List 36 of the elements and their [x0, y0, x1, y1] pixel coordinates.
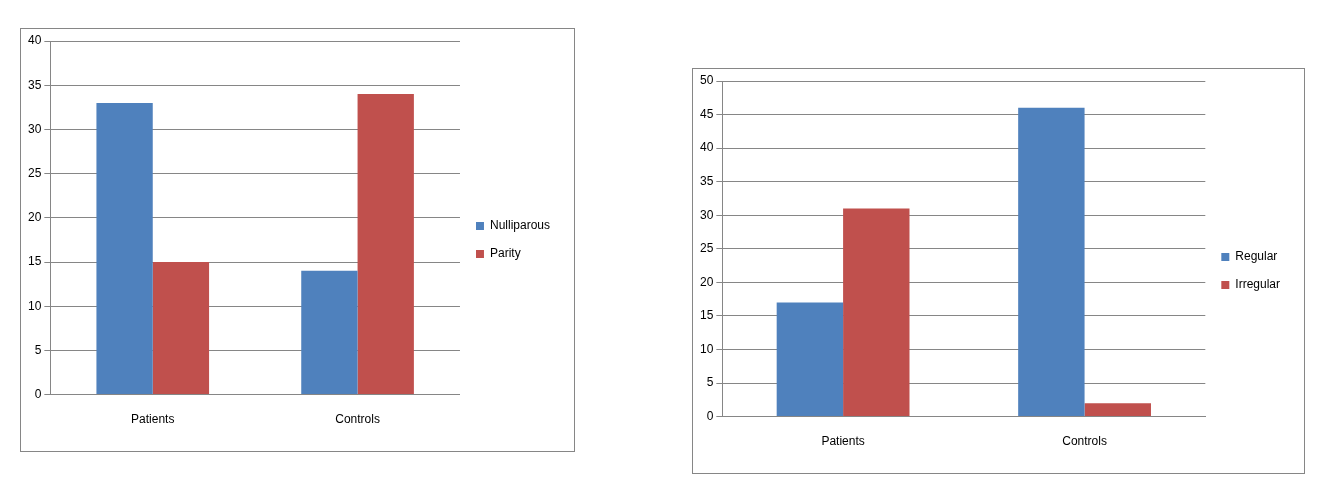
y-tick-label: 30 — [27, 121, 42, 136]
y-tick-label: 10 — [27, 298, 42, 313]
y-tick-label: 5 — [34, 342, 42, 357]
bar — [301, 270, 358, 395]
y-tick-label: 0 — [34, 386, 42, 401]
legend-label: Irregular — [1235, 277, 1280, 292]
y-tick-label: 15 — [699, 308, 714, 323]
y-tick-label: 20 — [699, 274, 714, 289]
y-tick-label: 25 — [27, 165, 42, 180]
y-tick-label: 5 — [706, 375, 714, 390]
bar — [1018, 107, 1085, 417]
bar — [357, 94, 414, 395]
bar — [776, 302, 844, 417]
y-tick-label: 35 — [27, 77, 42, 92]
y-tick-label: 35 — [699, 173, 714, 188]
y-tick-label: 45 — [699, 106, 714, 121]
legend-label: Nulliparous — [489, 218, 550, 233]
x-tick-label: Patients — [821, 434, 865, 449]
bar — [96, 102, 153, 395]
y-tick-label: 40 — [27, 33, 42, 48]
y-tick-label: 0 — [706, 408, 714, 423]
legend-label: Regular — [1235, 249, 1278, 264]
x-tick-label: Controls — [1062, 434, 1107, 449]
y-tick-label: 20 — [27, 210, 42, 225]
bar — [843, 208, 910, 417]
y-tick-label: 30 — [699, 207, 714, 222]
bar — [152, 262, 210, 395]
y-tick-label: 10 — [699, 341, 714, 356]
y-tick-label: 40 — [699, 140, 714, 155]
y-tick-label: 15 — [27, 254, 42, 269]
x-tick-label: Patients — [131, 412, 175, 427]
bar — [1084, 403, 1151, 417]
legend-label: Parity — [489, 246, 521, 261]
x-tick-label: Controls — [335, 412, 380, 427]
y-tick-label: 50 — [699, 73, 714, 88]
y-tick-label: 25 — [699, 241, 714, 256]
